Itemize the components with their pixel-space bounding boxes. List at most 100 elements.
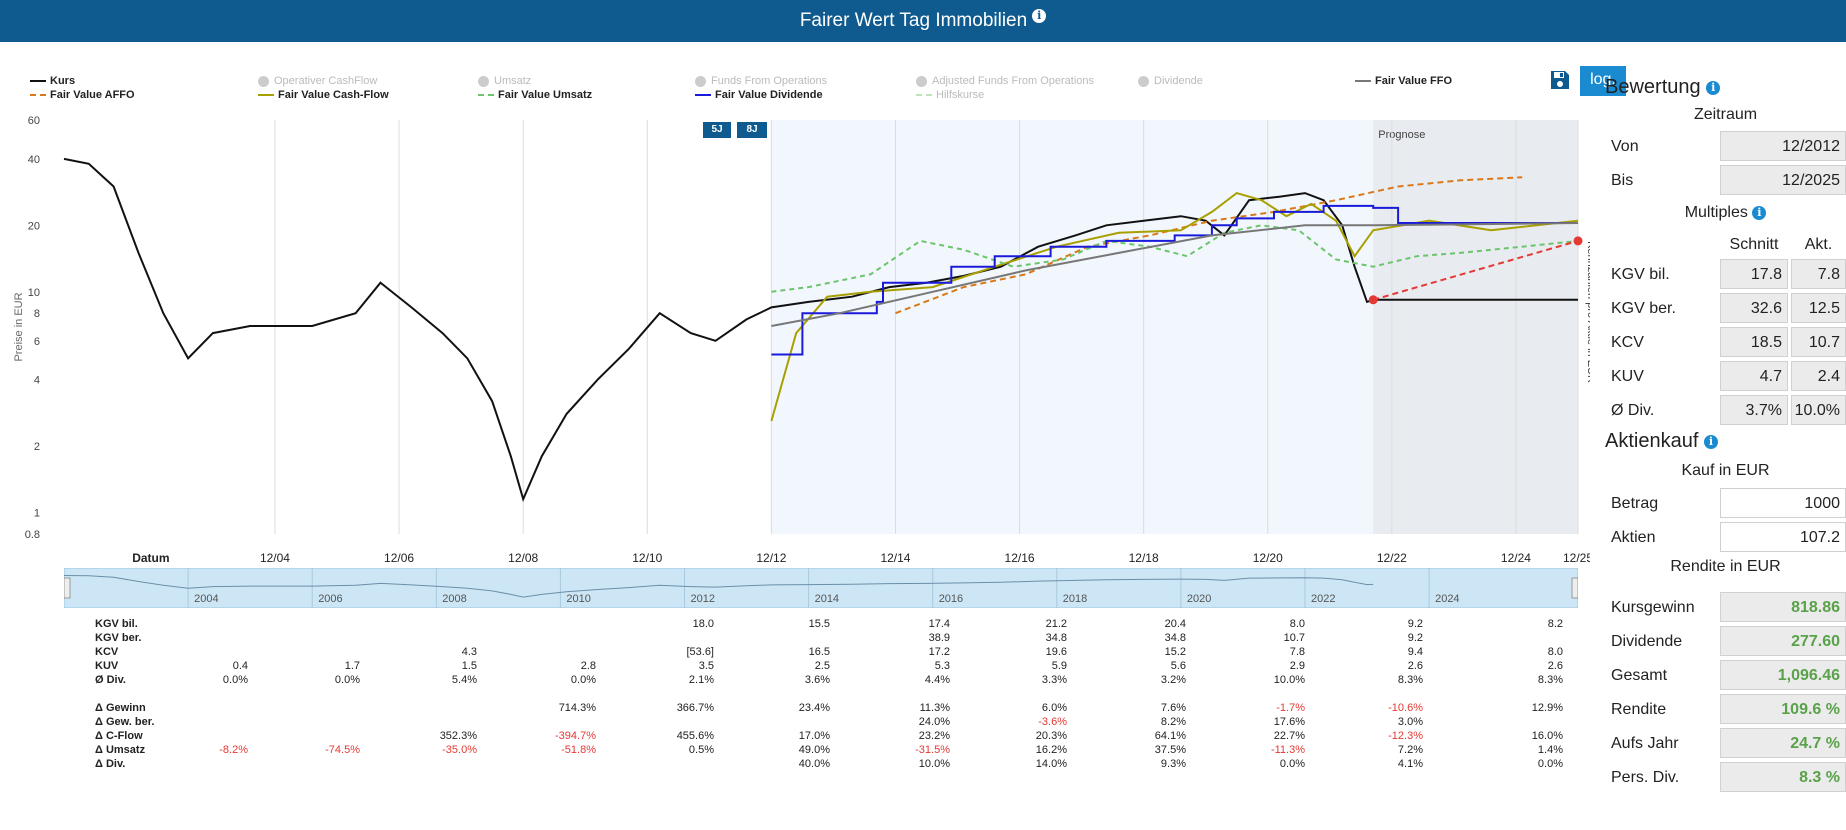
legend-item-10[interactable]: Dividende [1138,75,1203,87]
table-cell: -31.5% [915,744,950,756]
table-cell: -12.3% [1388,730,1423,742]
table-cell: -8.2% [219,744,248,756]
table-row: Δ Gew. ber. 24.0% -3.6% 8.2% 17.6% 3.0% [0,715,1500,729]
legend-label: Funds From Operations [711,75,828,87]
table-cell: 4.3 [461,646,477,658]
table-cell: 8.0 [1547,646,1563,658]
x-tick-label: Datum [132,551,169,562]
legend-label: Fair Value AFFO [50,89,135,101]
table-cell: 22.7% [1273,730,1305,742]
table-cell: 5.3 [934,660,950,672]
navigator-year-label: 2022 [1311,593,1335,605]
table-cell: 366.7% [676,702,714,714]
row-label: Δ Gew. ber. [95,716,155,728]
page-title: Fairer Wert Tag Immobilien [799,10,1028,31]
bewertung-heading: Bewertung i [1605,76,1721,99]
table-cell: 20.4 [1164,618,1186,630]
y-tick-label: 0.8 [25,529,40,541]
info-icon[interactable]: i [1706,80,1721,95]
table-cell: 7.6% [1160,702,1186,714]
table-cell: 38.9 [928,632,950,644]
bis-field[interactable]: 12/2025 [1720,165,1846,195]
legend-dot-icon [258,75,269,87]
table-cell: 9.2 [1407,632,1423,644]
table-cell: 10.0% [918,758,950,770]
multiple-label: KCV [1611,334,1644,351]
series-line-6 [771,222,1579,327]
legend-item-2[interactable]: Operativer CashFlow [258,75,377,87]
legend-item-4[interactable]: Umsatz [478,75,531,87]
table-cell: 5.4% [451,674,477,686]
legend-item-7[interactable]: Fair Value Dividende [695,89,823,101]
table-cell: 12.9% [1531,702,1563,714]
table-cell: 2.6 [1407,660,1423,672]
table-cell: 9.2 [1407,618,1423,630]
legend-item-9[interactable]: Hilfskurse [916,89,984,101]
x-tick-label: 12/12 [756,551,786,562]
legend-item-0[interactable]: Kurs [30,75,75,87]
table-cell: 4.4% [924,674,950,686]
legend-item-11[interactable]: Fair Value FFO [1355,75,1452,87]
info-icon[interactable]: i [1032,8,1047,23]
aktien-input[interactable]: 107.2 [1720,522,1846,552]
navigator-year-label: 2020 [1187,593,1211,605]
rendite-item-label: Dividende [1611,633,1683,650]
series-line-3 [770,192,1579,422]
table-cell: 34.8 [1045,632,1067,644]
table-cell: 5.9 [1051,660,1067,672]
table-cell: 714.3% [558,702,596,714]
floppy-disk-icon[interactable] [1548,68,1572,94]
table-cell: 15.2 [1164,646,1186,658]
series-line-7 [1372,239,1579,301]
y-tick-label: 60 [28,115,40,127]
table-cell: 0.5% [688,744,714,756]
table-cell: 7.2% [1397,744,1423,756]
log-scale-button[interactable]: log. [1580,66,1626,96]
legend-item-6[interactable]: Funds From Operations [695,75,827,87]
row-label: KCV [95,646,119,658]
rendite-item-value: 1,096.46 [1720,660,1846,690]
legend-item-1[interactable]: Fair Value AFFO [30,89,135,101]
table-cell: -3.6% [1038,716,1067,728]
legend-label: Adjusted Funds From Operations [932,75,1095,87]
multiple-label: KGV bil. [1611,266,1670,283]
x-tick-label: 12/08 [508,551,538,562]
legend-label: Umsatz [494,75,532,87]
schnitt-header: Schnitt [1729,236,1779,253]
range-button-8J[interactable]: 8J [737,122,767,138]
rendite-item-label: Pers. Div. [1611,769,1680,786]
table-cell: 6.0% [1041,702,1067,714]
von-field[interactable]: 12/2012 [1720,131,1846,161]
legend-item-3[interactable]: Fair Value Cash-Flow [258,89,389,101]
table-cell: 15.5 [808,618,830,630]
table-row: KCV 4.3 [53.6] 16.5 17.2 19.6 15.2 7.8 9.4 8.0 [0,645,1563,659]
table-cell: 64.1% [1154,730,1186,742]
range-navigator[interactable]: 2004 2006 2008 2010 2012 2014 2016 2018 2020 2022… [64,568,1578,608]
row-label: KGV bil. [95,618,138,630]
y-tick-label: 10 [28,287,40,299]
table-cell: -74.5% [325,744,360,756]
table-cell: 1.5 [461,660,477,672]
info-icon[interactable]: i [1752,205,1767,220]
x-tick-label: 12/18 [1129,551,1159,562]
navigator-year-label: 2010 [566,593,590,605]
legend-label: Hilfskurse [936,89,985,101]
y-tick-label: 8 [34,308,40,320]
info-icon[interactable]: i [1703,434,1718,449]
y-tick-label: 2 [34,441,40,453]
legend-item-5[interactable]: Fair Value Umsatz [478,89,592,101]
table-cell: 17.4 [928,618,950,630]
table-cell: 14.0% [1035,758,1067,770]
table-cell: 17.0% [798,730,830,742]
table-cell: 34.8 [1164,632,1186,644]
table-cell: 8.3% [1397,674,1423,686]
table-cell: 8.3% [1537,674,1563,686]
betrag-input[interactable]: 1000 [1720,488,1846,518]
range-button-5J[interactable]: 5J [703,122,731,138]
table-cell: 3.3% [1041,674,1067,686]
table-cell: 10.7 [1283,632,1305,644]
legend-line-icon [695,94,711,97]
legend-item-8[interactable]: Adjusted Funds From Operations [916,75,1094,87]
table-row [0,687,1500,701]
row-label: Δ C-Flow [95,730,143,742]
